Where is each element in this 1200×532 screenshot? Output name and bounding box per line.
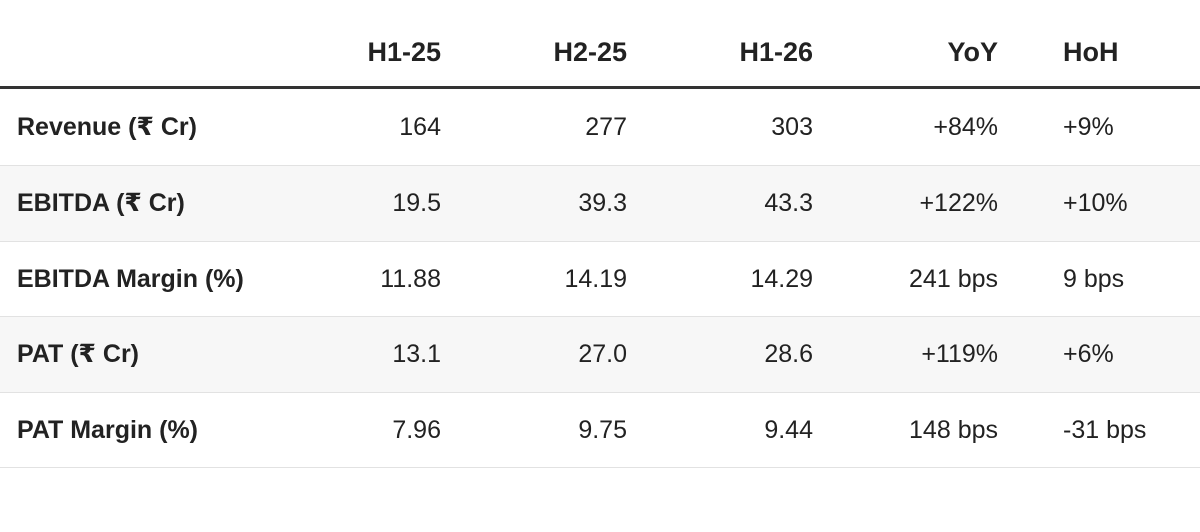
table-cell: 277 [585,112,627,141]
table-cell: 39.3 [578,189,627,217]
table-cell: +10% [1063,189,1128,217]
table-cell: +6% [1063,340,1114,368]
table-cell: +122% [919,189,998,217]
header-row: H1-25 H2-25 H1-26 YoY HoH [0,0,1200,89]
table-cell: 11.88 [380,264,441,293]
table-row: Revenue (₹ Cr) 164 277 303 +84% +9% [0,89,1200,166]
row-label: EBITDA Margin (%) [17,264,244,293]
table-cell: +119% [921,340,998,368]
table-cell: 27.0 [578,340,627,368]
table-cell: 19.5 [392,189,441,217]
table-cell: 14.29 [750,264,813,293]
table-cell: 14.19 [564,264,627,293]
table-row: EBITDA (₹ Cr) 19.5 39.3 43.3 +122% +10% [0,166,1200,242]
column-header: H1-26 [739,37,813,67]
row-label: EBITDA (₹ Cr) [17,189,185,217]
table-row: PAT Margin (%) 7.96 9.75 9.44 148 bps -31 bps [0,393,1200,468]
column-header: H1-25 [367,37,441,67]
column-header: H2-25 [553,37,627,67]
table-cell: +9% [1063,112,1114,141]
table-cell: 241 bps [909,264,998,293]
column-header: YoY [947,37,998,67]
table-cell: 13.1 [392,340,441,368]
table-cell: 148 bps [909,415,998,444]
table-cell: 9.75 [578,415,627,444]
table-cell: 9 bps [1063,264,1125,293]
column-header: HoH [1063,37,1119,67]
table-cell: 28.6 [764,340,813,368]
row-label: PAT Margin (%) [17,415,199,444]
row-label: PAT (₹ Cr) [17,340,140,368]
table-row: EBITDA Margin (%) 11.88 14.19 14.29 241 bps 9… [0,242,1200,317]
table-cell: 7.96 [392,415,441,444]
table-cell: 164 [399,112,441,141]
table-cell: 303 [771,112,813,141]
table-row: PAT (₹ Cr) 13.1 27.0 28.6 +119% +6% [0,317,1200,393]
row-label: Revenue (₹ Cr) [17,112,197,141]
table-cell: +84% [933,112,998,141]
table-cell: 43.3 [764,189,813,217]
table-cell: 9.44 [764,415,813,444]
table-cell: -31 bps [1063,415,1147,444]
